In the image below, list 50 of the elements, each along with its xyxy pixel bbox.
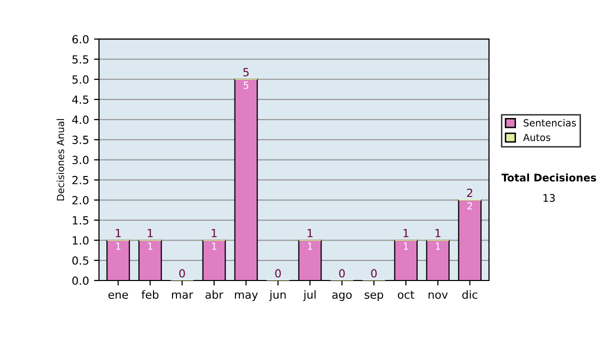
total-label: 1 (148, 229, 153, 238)
data-label: 1 (116, 242, 120, 250)
data-label: 5 (244, 82, 248, 89)
total-label: 1 (308, 229, 312, 238)
y-tick-label: 5.5 (72, 55, 88, 64)
text: Total Decisiones (501, 173, 596, 182)
y-tick-label: 0.5 (72, 256, 88, 265)
total-label: 0 (339, 269, 345, 278)
x-tick-label: sep (364, 292, 384, 301)
x-tick-label: nov (428, 292, 448, 299)
total-label: 0 (179, 269, 185, 278)
y-tick-label: 1.5 (72, 216, 88, 225)
x-tick-label: jun (269, 290, 286, 301)
total-label: 0 (275, 269, 281, 278)
data-label: 1 (436, 242, 440, 250)
text: 13 (544, 194, 555, 202)
y-tick-label: 3.0 (72, 156, 89, 164)
x-tick-label: may (234, 292, 258, 301)
y-tick-label: 4.5 (72, 96, 88, 104)
y-axis-title: Decisiones Anual (56, 119, 64, 200)
total-label: 1 (116, 229, 121, 238)
total-label: 1 (212, 229, 217, 238)
x-tick-label: oct (398, 290, 414, 299)
legend-label: Sentencias (524, 118, 576, 127)
y-tick-label: 6.0 (72, 35, 89, 44)
legend-label: Autos (523, 134, 550, 142)
x-tick-label: jul (303, 290, 316, 301)
data-label: 1 (404, 242, 408, 250)
total-label: 1 (436, 229, 440, 238)
data-label: 2 (467, 202, 472, 210)
data-label: 1 (148, 242, 152, 250)
y-tick-label: 4.0 (72, 116, 89, 124)
total-label: 0 (371, 269, 377, 278)
x-tick-label: ago (332, 292, 352, 301)
x-tick-label: abr (206, 290, 224, 299)
y-tick-label: 3.5 (72, 136, 88, 144)
data-label: 1 (308, 242, 312, 250)
x-tick-label: feb (142, 290, 158, 299)
total-label: 1 (404, 229, 408, 238)
total-label: 2 (467, 188, 472, 197)
x-tick-label: mar (172, 292, 194, 299)
total-label: 5 (243, 68, 249, 76)
y-tick-label: 2.0 (72, 196, 89, 204)
x-tick-label: dic (462, 290, 478, 299)
y-tick-label: 0.0 (72, 276, 89, 285)
y-tick-label: 5.0 (72, 75, 89, 84)
y-tick-label: 2.5 (72, 176, 88, 184)
y-tick-label: 1.0 (72, 236, 89, 245)
x-tick-label: ene (108, 292, 128, 299)
data-label: 1 (212, 242, 216, 250)
